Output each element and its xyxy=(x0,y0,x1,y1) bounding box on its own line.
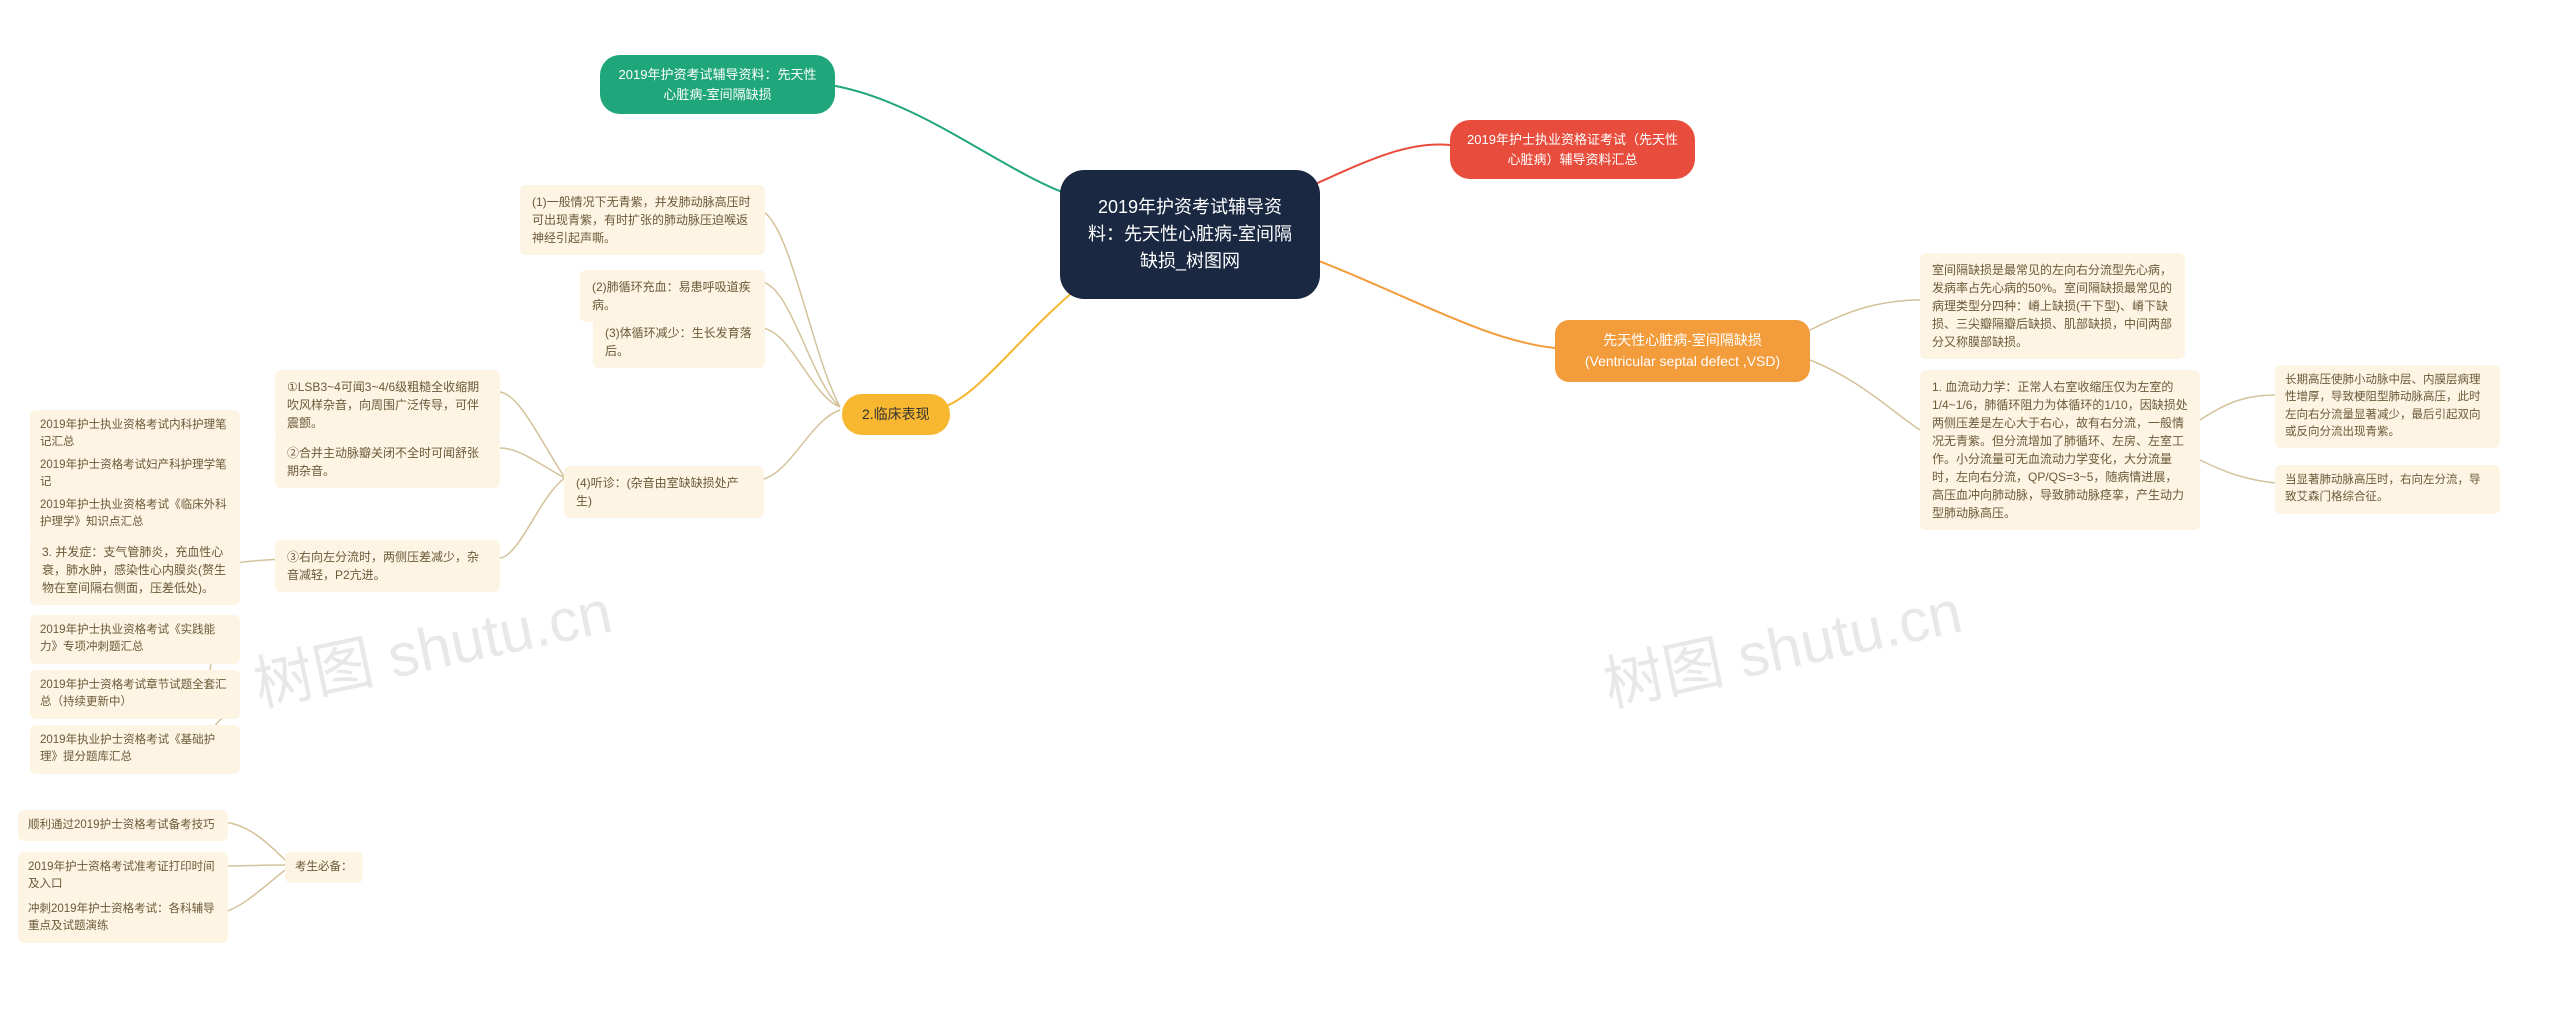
root-title: 2019年护资考试辅导资料：先天性心脏病-室间隔缺损_树图网 xyxy=(1088,197,1292,271)
c4-sub1: ①LSB3~4可闻3~4/6级粗糙全收缩期吹风样杂音，向周围广泛传导，可伴震颤。 xyxy=(275,370,500,440)
exam-prep-item-label: 冲刺2019年护士资格考试：各科辅导重点及试题演练 xyxy=(28,903,215,932)
exam-prep-label: 考生必备： xyxy=(285,852,363,883)
exam-prep-text: 考生必备： xyxy=(295,861,353,873)
clinical-node[interactable]: 2.临床表现 xyxy=(842,394,950,435)
hemo-sub2-text: 当显著肺动脉高压时，右向左分流，导致艾森门格综合征。 xyxy=(2285,474,2481,503)
vsd-desc-text: 室间隔缺损是最常见的左向右分流型先心病，发病率占先心病的50%。室间隔缺损最常见… xyxy=(1932,263,2172,349)
c4-sub3: ③右向左分流时，两侧压差减少，杂音减轻，P2亢进。 xyxy=(275,540,500,592)
hemodynamics-node: 1. 血流动力学：正常人右室收缩压仅为左室的1/4~1/6，肺循环阻力为体循环的… xyxy=(1920,370,2200,530)
exam-prep-item-label: 顺利通过2019护士资格考试备考技巧 xyxy=(28,819,215,831)
clinical-c1: (1)一般情况下无青紫，并发肺动脉高压时可出现青紫，有时扩张的肺动脉压迫喉返神经… xyxy=(520,185,765,255)
exam-prep-item[interactable]: 顺利通过2019护士资格考试备考技巧 xyxy=(18,810,228,841)
green-label: 2019年护资考试辅导资料：先天性心脏病-室间隔缺损 xyxy=(619,67,817,102)
list-item-label: 2019年护士执业资格考试《实践能力》专项冲刺题汇总 xyxy=(40,624,215,653)
c2-text: (2)肺循环充血：易患呼吸道疾病。 xyxy=(592,280,751,312)
clinical-c3: (3)体循环减少：生长发育落后。 xyxy=(593,316,765,368)
exam-prep-item[interactable]: 冲刺2019年护士资格考试：各科辅导重点及试题演练 xyxy=(18,894,228,943)
exam-prep-item-label: 2019年护士资格考试准考证打印时间及入口 xyxy=(28,861,215,890)
root-node[interactable]: 2019年护资考试辅导资料：先天性心脏病-室间隔缺损_树图网 xyxy=(1060,170,1320,299)
clinical-c4: (4)听诊：(杂音由室缺缺损处产生) xyxy=(564,466,764,518)
list-item-label: 2019年护士资格考试章节试题全套汇总（持续更新中） xyxy=(40,679,227,708)
list-item-label: 2019年执业护士资格考试《基础护理》提分题库汇总 xyxy=(40,734,215,763)
complications-node: 3. 并发症：支气管肺炎，充血性心衰，肺水肿，感染性心内膜炎(赘生物在室间隔右侧… xyxy=(30,535,240,605)
green-node[interactable]: 2019年护资考试辅导资料：先天性心脏病-室间隔缺损 xyxy=(600,55,835,114)
list-item-label: 2019年护士资格考试妇产科护理学笔记 xyxy=(40,459,227,488)
c4-sub2: ②合并主动脉瓣关闭不全时可闻舒张期杂音。 xyxy=(275,436,500,488)
hemo-sub1: 长期高压使肺小动脉中层、内膜层病理性增厚，导致梗阻型肺动脉高压，此时左向右分流量… xyxy=(2275,365,2500,448)
c4-sub2-text: ②合并主动脉瓣关闭不全时可闻舒张期杂音。 xyxy=(287,446,479,478)
clinical-title: 2.临床表现 xyxy=(862,406,930,422)
orange-label: 先天性心脏病-室间隔缺损(Ventricular septal defect ,… xyxy=(1585,332,1780,369)
hemo-sub1-text: 长期高压使肺小动脉中层、内膜层病理性增厚，导致梗阻型肺动脉高压，此时左向右分流量… xyxy=(2285,374,2481,438)
complications-text: 3. 并发症：支气管肺炎，充血性心衰，肺水肿，感染性心内膜炎(赘生物在室间隔右侧… xyxy=(42,545,226,595)
c1-text: (1)一般情况下无青紫，并发肺动脉高压时可出现青紫，有时扩张的肺动脉压迫喉返神经… xyxy=(532,195,751,245)
list-item[interactable]: 2019年护士执业资格考试《实践能力》专项冲刺题汇总 xyxy=(30,615,240,664)
hemo-text: 1. 血流动力学：正常人右室收缩压仅为左室的1/4~1/6，肺循环阻力为体循环的… xyxy=(1932,380,2188,520)
list-item[interactable]: 2019年护士执业资格考试《临床外科护理学》知识点汇总 xyxy=(30,490,240,539)
orange-node[interactable]: 先天性心脏病-室间隔缺损(Ventricular septal defect ,… xyxy=(1555,320,1810,382)
red-node[interactable]: 2019年护士执业资格证考试（先天性心脏病）辅导资料汇总 xyxy=(1450,120,1695,179)
vsd-description: 室间隔缺损是最常见的左向右分流型先心病，发病率占先心病的50%。室间隔缺损最常见… xyxy=(1920,253,2185,359)
c4-text: (4)听诊：(杂音由室缺缺损处产生) xyxy=(576,476,739,508)
clinical-c2: (2)肺循环充血：易患呼吸道疾病。 xyxy=(580,270,765,322)
c3-text: (3)体循环减少：生长发育落后。 xyxy=(605,326,752,358)
list-item[interactable]: 2019年执业护士资格考试《基础护理》提分题库汇总 xyxy=(30,725,240,774)
hemo-sub2: 当显著肺动脉高压时，右向左分流，导致艾森门格综合征。 xyxy=(2275,465,2500,514)
c4-sub3-text: ③右向左分流时，两侧压差减少，杂音减轻，P2亢进。 xyxy=(287,550,479,582)
list-item-label: 2019年护士执业资格考试《临床外科护理学》知识点汇总 xyxy=(40,499,227,528)
c4-sub1-text: ①LSB3~4可闻3~4/6级粗糙全收缩期吹风样杂音，向周围广泛传导，可伴震颤。 xyxy=(287,380,479,430)
red-label: 2019年护士执业资格证考试（先天性心脏病）辅导资料汇总 xyxy=(1467,132,1678,167)
list-item-label: 2019年护士执业资格考试内科护理笔记汇总 xyxy=(40,419,227,448)
list-item[interactable]: 2019年护士资格考试章节试题全套汇总（持续更新中） xyxy=(30,670,240,719)
